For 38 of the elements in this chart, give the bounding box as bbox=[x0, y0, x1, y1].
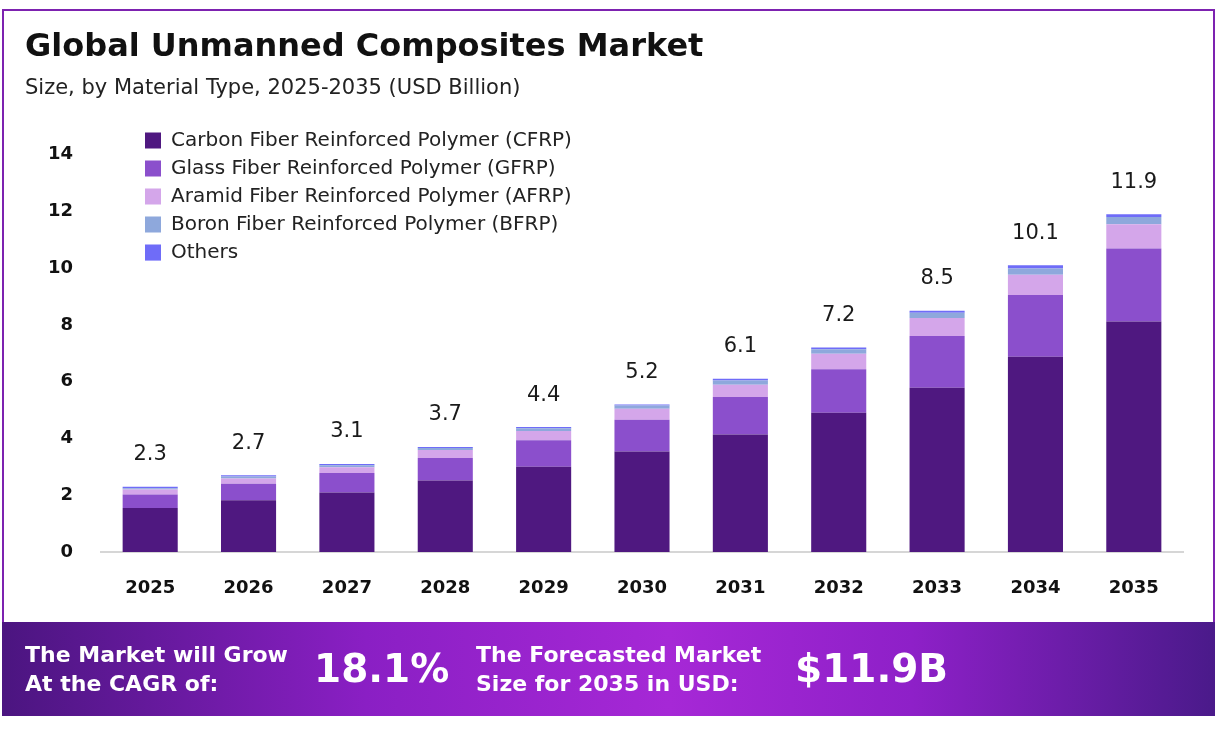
chart-title: Global Unmanned Composites Market bbox=[25, 25, 704, 64]
x-tick-label: 2026 bbox=[223, 576, 274, 598]
legend-label: Others bbox=[171, 238, 239, 263]
y-tick-label: 6 bbox=[60, 369, 73, 391]
x-tick-label: 2035 bbox=[1108, 576, 1159, 598]
x-tick-label: 2030 bbox=[616, 576, 668, 598]
total-label: 6.1 bbox=[723, 333, 758, 358]
total-label: 2.3 bbox=[133, 441, 167, 466]
x-tick-label: 2033 bbox=[912, 576, 963, 598]
y-tick-label: 2 bbox=[60, 482, 73, 504]
y-tick-label: 12 bbox=[47, 199, 73, 221]
total-label: 4.4 bbox=[526, 381, 561, 406]
chart-subtitle: Size, by Material Type, 2025-2035 (USD Billion) bbox=[25, 75, 521, 100]
x-tick-label: 2031 bbox=[715, 576, 766, 598]
y-tick-label: 14 bbox=[47, 142, 73, 164]
total-label: 5.2 bbox=[625, 358, 659, 383]
y-tick-label: 10 bbox=[47, 255, 73, 277]
y-tick-label: 0 bbox=[60, 539, 73, 561]
total-label: 3.1 bbox=[330, 418, 364, 443]
y-tick-label: 8 bbox=[60, 312, 73, 334]
total-label: 11.9 bbox=[1110, 168, 1158, 193]
x-tick-label: 2027 bbox=[321, 576, 372, 598]
y-tick-label: 4 bbox=[60, 426, 73, 448]
footer-banner: The Market will Grow At the CAGR of: 18.1% The Forecasted Market Size for 2035 in USD: $11.9B bbox=[2, 622, 1215, 716]
total-label: 2.7 bbox=[231, 429, 266, 454]
x-tick-label: 2028 bbox=[420, 576, 471, 598]
total-label: 3.7 bbox=[428, 401, 462, 426]
total-label: 7.2 bbox=[822, 302, 856, 327]
x-tick-label: 2029 bbox=[518, 576, 569, 598]
x-tick-label: 2034 bbox=[1010, 576, 1061, 598]
legend-label: Boron Fiber Reinforced Polymer (BFRP) bbox=[171, 210, 559, 235]
legend-label: Carbon Fiber Reinforced Polymer (CFRP) bbox=[171, 126, 572, 151]
legend-label: Aramid Fiber Reinforced Polymer (AFRP) bbox=[171, 182, 572, 207]
x-tick-label: 2032 bbox=[813, 576, 864, 598]
total-label: 10.1 bbox=[1012, 219, 1059, 244]
total-label: 8.5 bbox=[920, 265, 954, 290]
legend-label: Glass Fiber Reinforced Polymer (GFRP) bbox=[171, 154, 556, 179]
x-tick-label: 2025 bbox=[125, 576, 176, 598]
